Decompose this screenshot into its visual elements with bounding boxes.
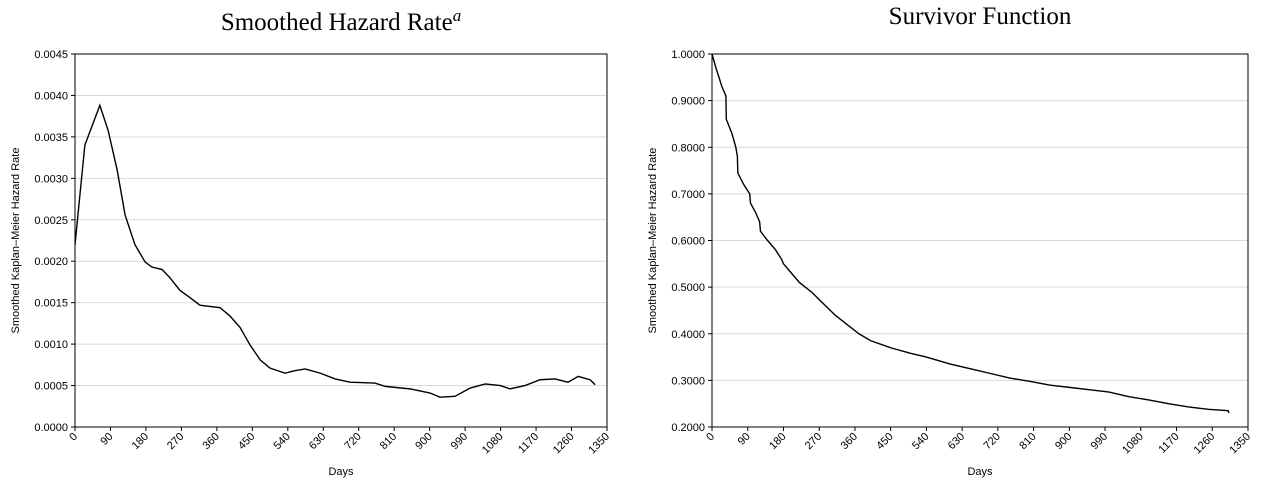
chart-title: Survivor Function [889, 3, 1072, 30]
x-tick-label: 630 [946, 431, 967, 452]
x-tick-label: 1080 [1120, 431, 1146, 457]
title-superscript: a [453, 6, 462, 25]
x-tick-label: 450 [874, 431, 895, 452]
x-tick-label: 810 [1017, 431, 1038, 452]
y-axis-label: Smoothed Kaplan–Meier Hazard Rate [647, 148, 659, 334]
y-tick-label: 0.0045 [34, 49, 68, 61]
y-tick-label: 0.0020 [34, 256, 68, 268]
y-tick-label: 0.9000 [671, 96, 705, 108]
y-tick-label: 0.3000 [671, 375, 705, 387]
plot-frame [74, 53, 608, 428]
y-tick-label: 0.7000 [671, 189, 705, 201]
x-tick-label: 270 [803, 431, 824, 452]
x-tick-label: 90 [736, 431, 753, 448]
x-tick-label: 1170 [516, 431, 541, 456]
x-tick-label: 540 [271, 431, 292, 452]
x-tick-label: 1260 [551, 431, 577, 457]
x-tick-label: 1260 [1192, 431, 1218, 457]
x-tick-label: 360 [839, 431, 860, 452]
x-tick-label: 1080 [480, 431, 506, 457]
data-line [74, 103, 596, 398]
x-tick-label: 90 [98, 431, 115, 448]
y-tick-label: 0.0025 [34, 215, 68, 227]
y-axis-label: Smoothed Kaplan–Meier Hazard Rate [10, 148, 22, 334]
y-tick-label: 0.0015 [34, 298, 68, 310]
x-axis-label: Days [328, 466, 354, 478]
x-tick-label: 900 [413, 431, 434, 452]
x-tick-label: 990 [1089, 431, 1110, 452]
y-tick-label: 0.6000 [671, 236, 705, 248]
y-tick-label: 0.8000 [671, 142, 705, 154]
x-tick-label: 1350 [1227, 431, 1253, 457]
x-tick-label: 720 [342, 431, 363, 452]
x-tick-label: 990 [449, 431, 470, 452]
y-tick-label: 0.0030 [34, 173, 68, 185]
x-axis-label: Days [967, 466, 993, 478]
x-tick-label: 720 [982, 431, 1003, 452]
y-tick-label: 0.0000 [34, 422, 68, 434]
x-tick-label: 540 [910, 431, 931, 452]
y-tick-label: 1.0000 [671, 49, 705, 61]
chart-title: Smoothed Hazard Ratea [221, 6, 461, 36]
y-tick-label: 0.0040 [34, 90, 68, 102]
x-tick-label: 270 [165, 431, 186, 452]
x-tick-label: 450 [236, 431, 257, 452]
x-tick-label: 0 [704, 431, 717, 444]
y-tick-label: 0.0035 [34, 132, 68, 144]
y-tick-label: 0.4000 [671, 329, 705, 341]
plot-frame [711, 53, 1249, 428]
x-tick-label: 630 [307, 431, 328, 452]
x-tick-label: 1350 [586, 431, 612, 457]
x-tick-label: 0 [67, 431, 80, 444]
x-tick-label: 180 [767, 431, 788, 452]
x-tick-label: 360 [201, 431, 222, 452]
y-tick-label: 0.0010 [34, 339, 68, 351]
y-tick-label: 0.0005 [34, 381, 68, 393]
y-tick-label: 0.2000 [671, 422, 705, 434]
data-line [711, 53, 1230, 414]
x-tick-label: 180 [130, 431, 151, 452]
x-tick-label: 810 [378, 431, 399, 452]
x-tick-label: 1170 [1156, 431, 1181, 456]
title-text: Smoothed Hazard Rate [221, 9, 453, 36]
y-tick-label: 0.5000 [671, 282, 705, 294]
x-tick-label: 900 [1053, 431, 1074, 452]
